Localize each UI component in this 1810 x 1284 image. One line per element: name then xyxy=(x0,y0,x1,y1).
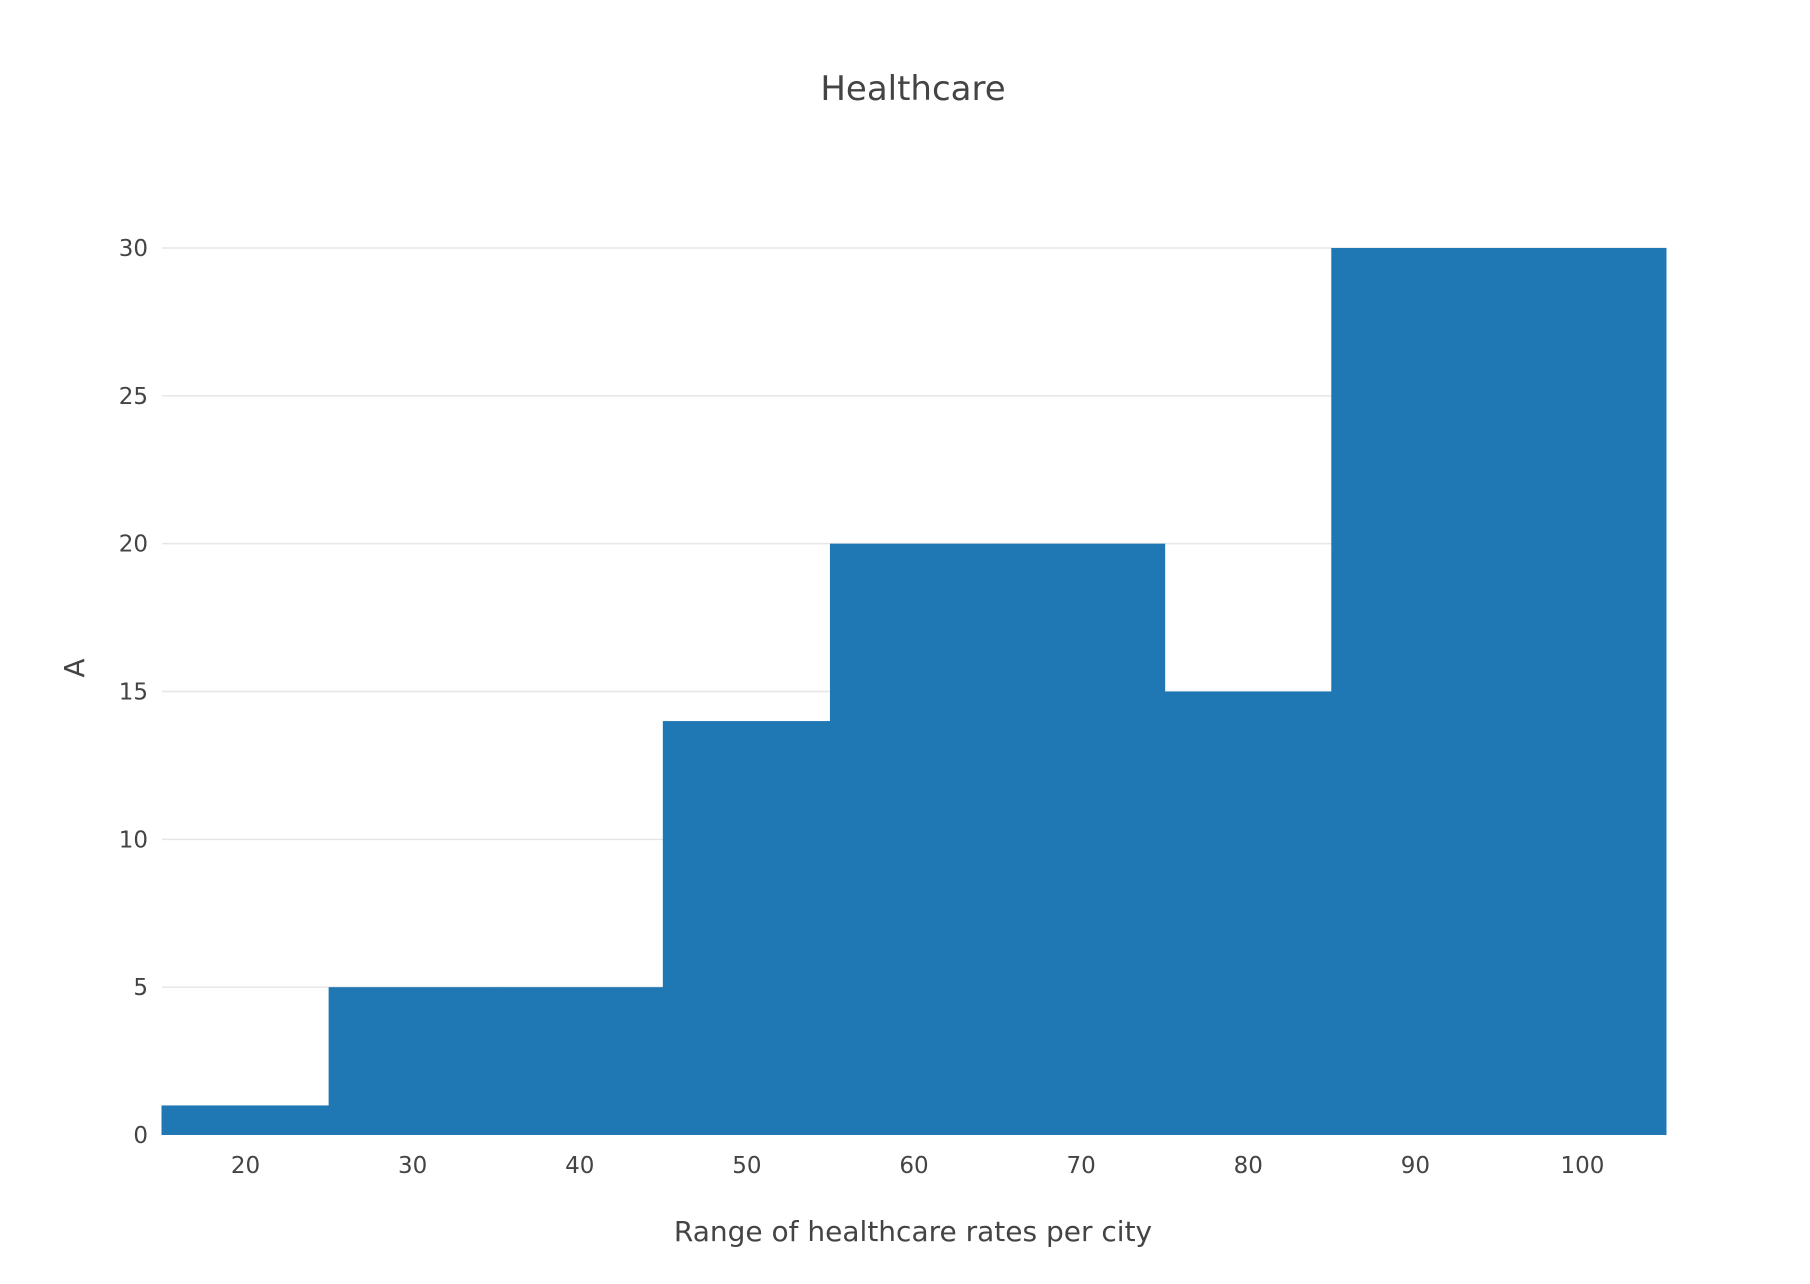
histogram-bar xyxy=(997,543,1166,1135)
y-tick-label: 10 xyxy=(119,827,148,853)
histogram-bar xyxy=(1331,248,1500,1135)
x-tick-labels: 20 30 40 50 60 70 80 90 100 xyxy=(231,1153,1604,1179)
y-tick-label: 0 xyxy=(133,1123,148,1149)
y-tick-label: 5 xyxy=(133,975,148,1001)
histogram-bar xyxy=(161,1105,330,1135)
y-tick-label: 30 xyxy=(119,236,148,262)
x-tick-label: 70 xyxy=(1066,1153,1095,1179)
histogram-bar xyxy=(662,721,831,1135)
histogram-bar xyxy=(328,987,497,1135)
x-tick-label: 30 xyxy=(398,1153,427,1179)
x-tick-label: 50 xyxy=(732,1153,761,1179)
histogram-bar xyxy=(1498,248,1667,1135)
y-axis-title: A xyxy=(58,658,91,677)
x-tick-label: 80 xyxy=(1234,1153,1263,1179)
x-tick-label: 40 xyxy=(565,1153,594,1179)
y-tick-label: 25 xyxy=(119,384,148,410)
histogram-bars xyxy=(161,248,1667,1135)
x-tick-label: 20 xyxy=(231,1153,260,1179)
histogram-bar xyxy=(829,543,999,1135)
histogram-bar xyxy=(495,987,664,1135)
y-tick-labels: 0 5 10 15 20 25 30 xyxy=(119,236,148,1149)
x-axis-title: Range of healthcare rates per city xyxy=(674,1215,1152,1248)
y-tick-label: 20 xyxy=(119,532,148,558)
x-tick-label: 90 xyxy=(1401,1153,1430,1179)
chart-title: Healthcare xyxy=(820,69,1005,109)
y-tick-label: 15 xyxy=(119,680,148,706)
histogram-bar xyxy=(1164,691,1333,1135)
x-tick-label: 60 xyxy=(899,1153,928,1179)
x-tick-label: 100 xyxy=(1560,1153,1604,1179)
